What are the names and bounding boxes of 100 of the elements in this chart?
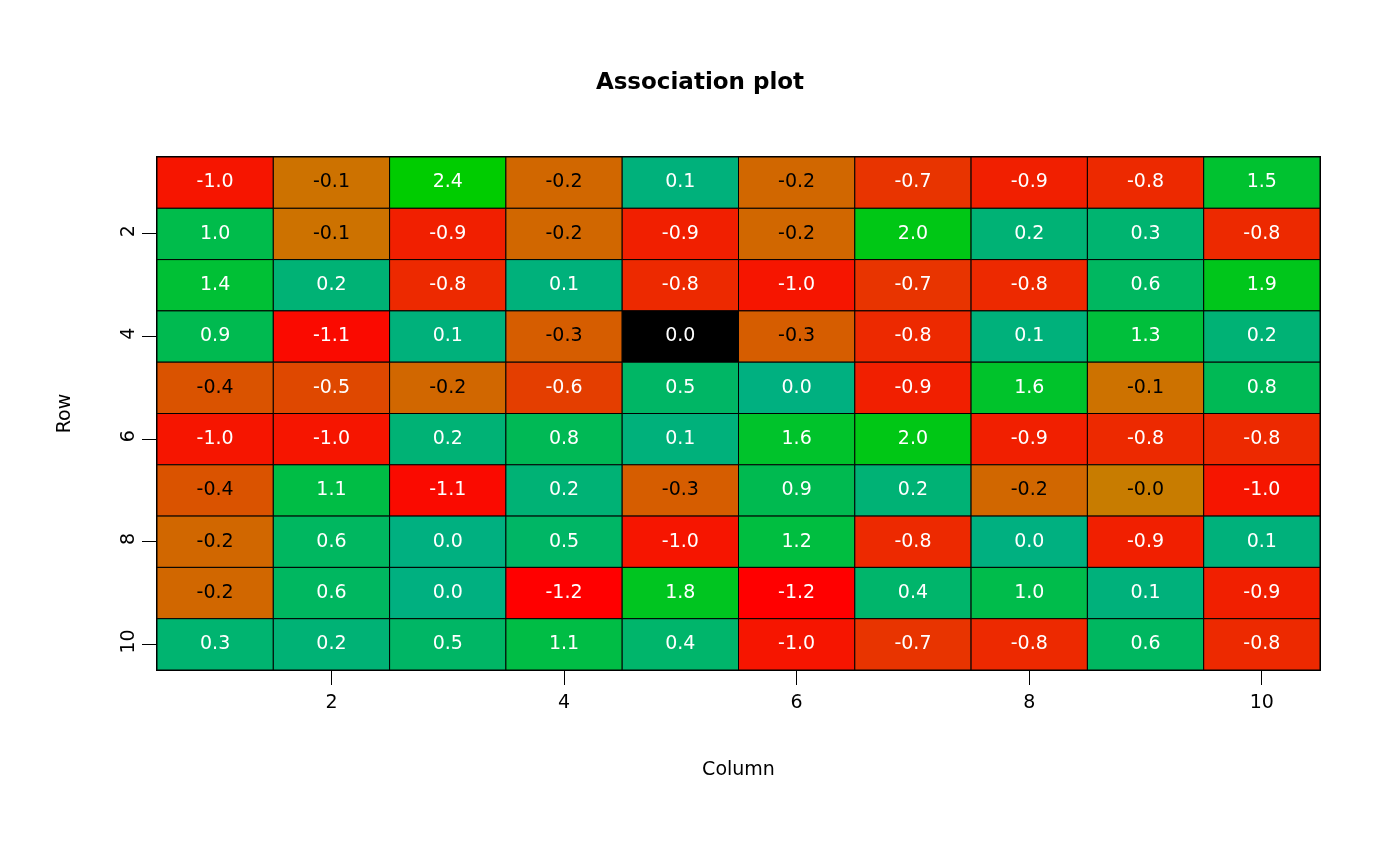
data-label: 0.6 [1130, 272, 1161, 294]
data-label: 1.0 [1014, 579, 1045, 602]
y-tick-label: 2 [116, 225, 139, 238]
data-label: 0.1 [548, 272, 580, 294]
data-label: -0.1 [312, 220, 350, 243]
data-label: 0.1 [432, 323, 463, 346]
data-label: 0.6 [1130, 631, 1161, 654]
data-label: 2.0 [897, 220, 929, 243]
data-label: -1.0 [778, 631, 816, 654]
data-label: 0.1 [665, 425, 696, 448]
data-label: 0.2 [1246, 323, 1277, 346]
data-label: -1.1 [429, 477, 467, 500]
x-tick-label: 4 [558, 689, 571, 712]
data-label: 1.8 [665, 579, 696, 602]
data-label: -0.6 [545, 374, 583, 397]
x-tick-label: 6 [790, 689, 803, 712]
data-label: 0.3 [1130, 220, 1161, 243]
data-label: 0.0 [781, 374, 812, 397]
data-label: 1.4 [200, 272, 231, 294]
data-label: 1.1 [316, 477, 347, 500]
data-label: -1.1 [312, 323, 350, 346]
data-label: -1.0 [312, 425, 350, 448]
data-label: -0.3 [778, 323, 816, 346]
data-label: 1.3 [1130, 323, 1161, 346]
data-label: 0.2 [548, 477, 580, 500]
data-label: 0.6 [316, 579, 347, 602]
data-label: 0.2 [316, 272, 347, 294]
data-label: 0.1 [665, 169, 696, 192]
data-label: -0.8 [1010, 272, 1048, 294]
data-label: 0.3 [200, 631, 231, 654]
y-tick-label: 6 [116, 430, 139, 443]
data-label: -0.3 [545, 323, 583, 346]
data-label: 1.9 [1246, 272, 1277, 294]
data-label: 0.0 [432, 579, 463, 602]
data-label: 1.6 [781, 425, 812, 448]
data-label: 0.0 [432, 528, 463, 551]
data-label: -0.4 [196, 477, 234, 500]
y-tick-label: 4 [116, 327, 139, 340]
data-label: -0.5 [312, 374, 350, 397]
data-label: -0.2 [778, 220, 816, 243]
data-label: 0.1 [1130, 579, 1161, 602]
data-label: 0.0 [1014, 528, 1045, 551]
data-label: -0.2 [1010, 477, 1048, 500]
x-tick-label: 8 [1023, 689, 1036, 712]
data-label: -1.2 [545, 579, 583, 602]
data-label: -0.2 [545, 169, 583, 192]
data-label: 0.4 [665, 631, 696, 654]
data-label: 0.8 [1246, 374, 1277, 397]
data-label: 0.1 [1014, 323, 1045, 346]
y-axis-title: Row [52, 393, 75, 434]
data-label: -0.8 [1243, 425, 1281, 448]
data-label: 0.5 [432, 631, 463, 654]
data-label: 0.5 [665, 374, 696, 397]
data-label: -0.8 [1010, 631, 1048, 654]
data-label: -1.2 [778, 579, 816, 602]
x-tick-label: 2 [325, 689, 338, 712]
data-label: -0.9 [1010, 425, 1048, 448]
data-label: -0.8 [894, 323, 932, 346]
y-tick-label: 10 [116, 629, 139, 654]
x-tick-label: 10 [1249, 689, 1274, 712]
data-label: 0.2 [1014, 220, 1045, 243]
data-label: -0.7 [894, 169, 932, 192]
data-label: -0.2 [429, 374, 467, 397]
data-label: -0.9 [894, 374, 932, 397]
data-label: -0.9 [429, 220, 467, 243]
data-label: -0.9 [1243, 579, 1281, 602]
chart-title: Association plot [595, 67, 805, 94]
data-label: -0.8 [661, 272, 699, 294]
data-label: 0.9 [200, 323, 231, 346]
data-label: -0.8 [894, 528, 932, 551]
data-label: 0.9 [781, 477, 812, 500]
data-label: -0.7 [894, 272, 932, 294]
data-label: 0.5 [548, 528, 580, 551]
data-label: -0.2 [196, 528, 234, 551]
data-label: 1.1 [548, 631, 580, 654]
data-label: 0.2 [432, 425, 463, 448]
data-label: -0.8 [1127, 169, 1165, 192]
data-label: -0.8 [1127, 425, 1165, 448]
data-label: -1.0 [196, 169, 234, 192]
data-label: 1.6 [1014, 374, 1045, 397]
data-label: 0.4 [897, 579, 929, 602]
data-label: -1.0 [196, 425, 234, 448]
data-label: 0.6 [316, 528, 347, 551]
data-label: -0.8 [1243, 631, 1281, 654]
data-label: 0.2 [316, 631, 347, 654]
data-label: 2.0 [897, 425, 929, 448]
data-label: 1.5 [1246, 169, 1277, 192]
data-label: -0.7 [894, 631, 932, 654]
data-label: -0.2 [778, 169, 816, 192]
data-label: -1.0 [1243, 477, 1281, 500]
data-label: 0.0 [665, 323, 696, 346]
data-label: -0.4 [196, 374, 234, 397]
data-label: 2.4 [432, 169, 463, 192]
data-label: -0.8 [429, 272, 467, 294]
x-axis-title: Column [702, 756, 775, 779]
data-label: 1.2 [781, 528, 812, 551]
data-label: -0.8 [1243, 220, 1281, 243]
y-tick-label: 8 [116, 532, 139, 545]
data-label: -0.9 [1127, 528, 1165, 551]
data-label: -0.3 [661, 477, 699, 500]
